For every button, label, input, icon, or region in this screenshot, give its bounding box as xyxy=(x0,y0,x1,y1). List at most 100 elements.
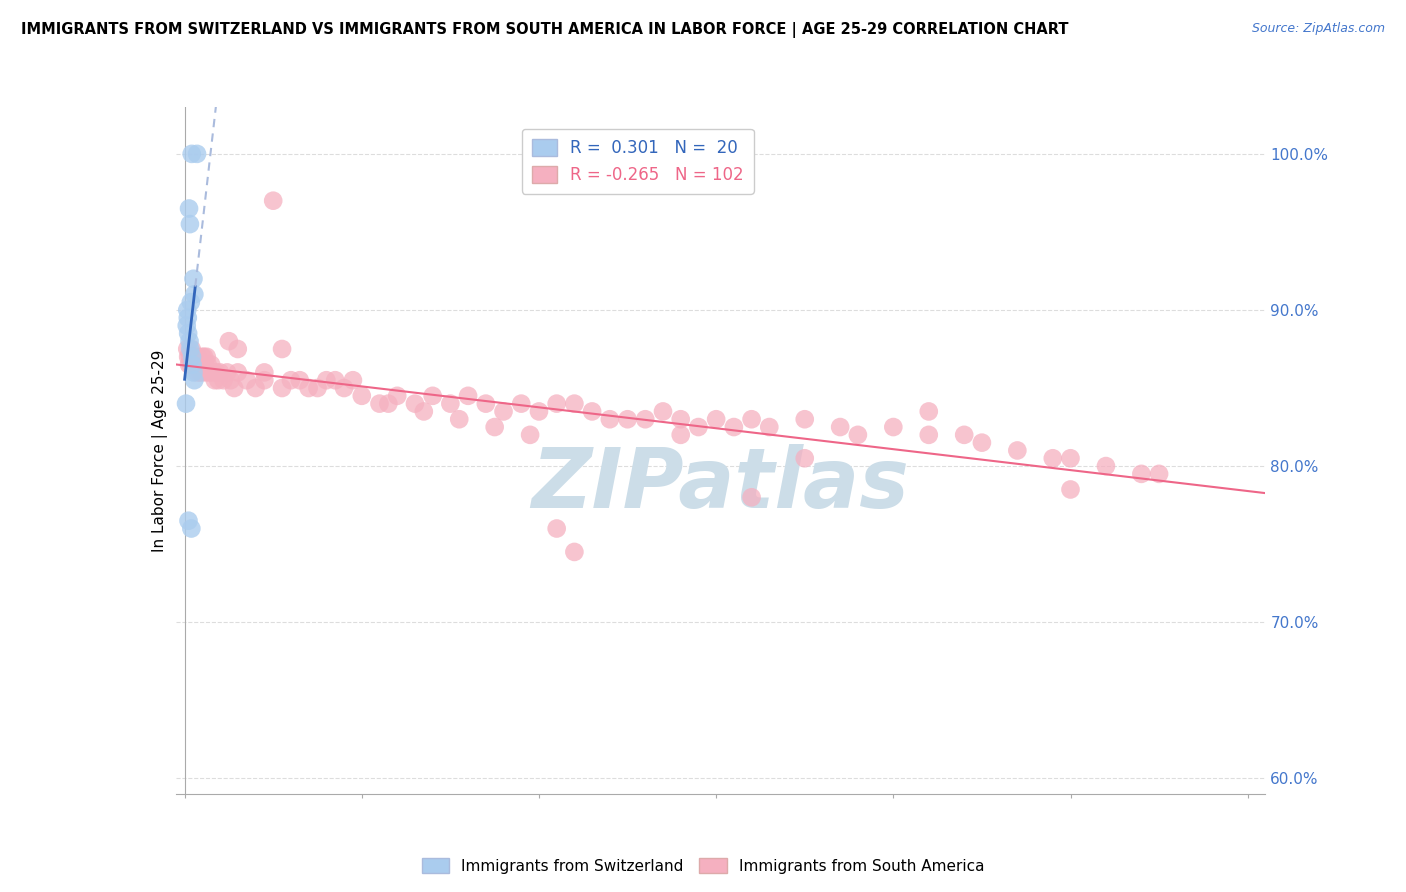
Point xyxy=(180,358,202,372)
Point xyxy=(1130,467,1153,481)
Point xyxy=(179,334,201,349)
Point xyxy=(176,318,198,333)
Point xyxy=(180,146,202,161)
Point xyxy=(174,397,197,411)
Point xyxy=(198,366,221,380)
Point xyxy=(723,420,745,434)
Point xyxy=(333,381,356,395)
Point xyxy=(688,420,710,434)
Point xyxy=(200,358,222,372)
Point xyxy=(183,358,205,372)
Point xyxy=(190,358,212,372)
Point xyxy=(564,545,586,559)
Point xyxy=(195,350,218,364)
Point xyxy=(204,373,226,387)
Point xyxy=(422,389,444,403)
Point xyxy=(599,412,621,426)
Point xyxy=(519,427,541,442)
Point xyxy=(217,366,239,380)
Point xyxy=(1147,467,1170,481)
Point xyxy=(280,373,302,387)
Point xyxy=(177,202,200,216)
Point xyxy=(179,350,201,364)
Point xyxy=(226,366,249,380)
Point xyxy=(298,381,321,395)
Point xyxy=(510,397,533,411)
Point xyxy=(616,412,638,426)
Point xyxy=(245,381,267,395)
Point xyxy=(218,334,240,349)
Point xyxy=(176,303,198,318)
Point xyxy=(953,427,976,442)
Point xyxy=(177,326,200,341)
Point xyxy=(527,404,550,418)
Point xyxy=(180,342,202,356)
Point xyxy=(183,373,205,387)
Point xyxy=(183,366,205,380)
Point xyxy=(457,389,479,403)
Point xyxy=(191,350,214,364)
Point xyxy=(830,420,852,434)
Point xyxy=(226,342,249,356)
Point xyxy=(187,358,209,372)
Point xyxy=(224,381,246,395)
Point xyxy=(183,271,205,285)
Point xyxy=(194,358,217,372)
Point xyxy=(918,404,941,418)
Point xyxy=(315,373,337,387)
Point xyxy=(193,350,215,364)
Point xyxy=(704,412,727,426)
Point xyxy=(758,420,780,434)
Point xyxy=(181,350,204,364)
Point xyxy=(970,435,993,450)
Point xyxy=(484,420,506,434)
Point xyxy=(179,342,201,356)
Point xyxy=(212,373,235,387)
Point xyxy=(180,521,202,535)
Text: ZIPatlas: ZIPatlas xyxy=(531,444,910,525)
Point xyxy=(197,358,219,372)
Point xyxy=(1095,458,1118,473)
Point xyxy=(194,366,217,380)
Point xyxy=(439,397,461,411)
Point xyxy=(177,358,200,372)
Point xyxy=(404,397,426,411)
Point xyxy=(186,146,208,161)
Point xyxy=(669,427,692,442)
Point xyxy=(190,366,212,380)
Point xyxy=(188,366,211,380)
Point xyxy=(271,381,294,395)
Point xyxy=(183,358,205,372)
Point xyxy=(179,217,201,231)
Point xyxy=(377,397,399,411)
Point xyxy=(368,397,391,411)
Point xyxy=(564,397,586,411)
Text: IMMIGRANTS FROM SWITZERLAND VS IMMIGRANTS FROM SOUTH AMERICA IN LABOR FORCE | AG: IMMIGRANTS FROM SWITZERLAND VS IMMIGRANT… xyxy=(21,22,1069,38)
Point xyxy=(176,342,198,356)
Point xyxy=(1059,451,1081,466)
Point xyxy=(546,397,568,411)
Point xyxy=(186,366,208,380)
Point xyxy=(793,451,815,466)
Point xyxy=(235,373,257,387)
Point xyxy=(350,389,373,403)
Point xyxy=(323,373,346,387)
Point xyxy=(492,404,515,418)
Point xyxy=(1007,443,1029,458)
Point xyxy=(449,412,471,426)
Point xyxy=(846,427,869,442)
Point xyxy=(262,194,284,208)
Y-axis label: In Labor Force | Age 25-29: In Labor Force | Age 25-29 xyxy=(152,350,167,551)
Point xyxy=(177,514,200,528)
Point xyxy=(412,404,434,418)
Point xyxy=(181,350,204,364)
Point xyxy=(307,381,329,395)
Point xyxy=(187,350,209,364)
Text: Source: ZipAtlas.com: Source: ZipAtlas.com xyxy=(1251,22,1385,36)
Point xyxy=(177,350,200,364)
Point xyxy=(253,373,276,387)
Point xyxy=(1042,451,1064,466)
Point xyxy=(634,412,657,426)
Point xyxy=(1059,483,1081,497)
Point xyxy=(387,389,409,403)
